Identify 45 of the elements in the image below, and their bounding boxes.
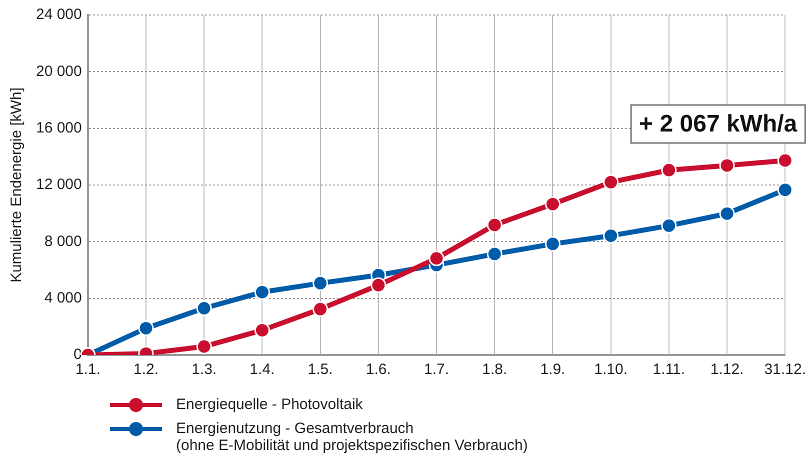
- x-tick-label: 1.8.: [482, 361, 508, 378]
- x-tick-label: 1.11.: [652, 361, 686, 378]
- y-tick-label: 16 000: [36, 119, 82, 136]
- y-axis-title: Kumulierte Endenergie [kWh]: [8, 87, 26, 283]
- point: [603, 174, 619, 190]
- x-tick-label: 1.1.: [75, 361, 100, 378]
- x-tick-label: 1.7.: [424, 361, 450, 378]
- point: [486, 246, 502, 262]
- point: [312, 275, 328, 291]
- x-tick-label: 1.3.: [192, 361, 217, 378]
- point: [254, 284, 270, 300]
- point: [196, 338, 212, 354]
- y-tick-label: 8 000: [44, 232, 82, 250]
- annotation: + 2 067 kWh/a: [639, 110, 798, 138]
- point: [719, 158, 735, 174]
- x-tick-label: 1.12.: [710, 361, 744, 378]
- y-tick-label: 12 000: [36, 176, 82, 194]
- point: [486, 217, 502, 233]
- x-tick-label: 1.2.: [133, 361, 158, 378]
- x-tick-label: 1.9.: [540, 361, 566, 378]
- y-tick-label: 20 000: [36, 62, 82, 80]
- point: [661, 162, 677, 178]
- x-tick-label: 1.6.: [366, 361, 391, 378]
- point: [138, 320, 154, 336]
- y-tick-label: 24 000: [36, 6, 82, 24]
- point: [370, 277, 386, 293]
- x-tick-label: 1.5.: [308, 361, 333, 378]
- x-tick-label: 31.12.: [764, 361, 806, 378]
- x-tick-label: 1.10.: [594, 361, 628, 378]
- legend-label: Energiequelle - Photovoltaik: [176, 396, 363, 413]
- y-tick-label: 0: [74, 346, 82, 364]
- y-tick-label: 4 000: [44, 289, 82, 306]
- point: [544, 236, 560, 252]
- point: [661, 218, 677, 234]
- point: [428, 250, 444, 266]
- point: [603, 228, 619, 244]
- point: [719, 206, 735, 222]
- point: [254, 322, 270, 338]
- point: [312, 301, 328, 317]
- point: [544, 196, 560, 212]
- point: [777, 182, 793, 198]
- point: [777, 152, 793, 168]
- point: [196, 300, 212, 316]
- x-tick-label: 1.4.: [250, 361, 275, 378]
- legend-label: Energienutzung - Gesamtverbrauch (ohne E-Mobilität und projektspezifischen Verbrauch): [176, 420, 528, 454]
